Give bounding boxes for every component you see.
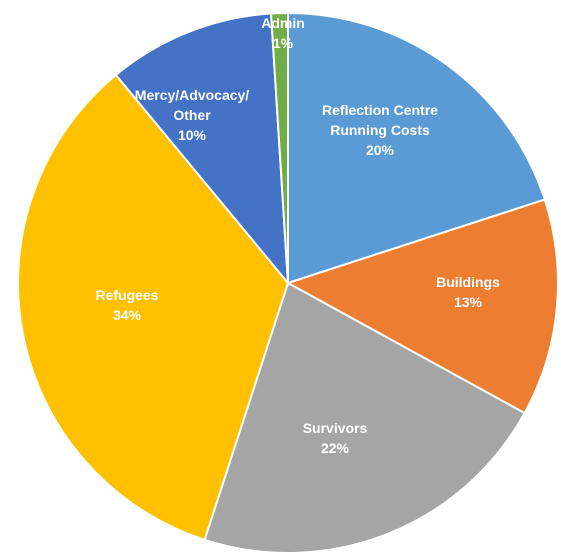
data-label-value: 34%: [113, 307, 142, 323]
data-label-category: Mercy/Advocacy/: [135, 87, 250, 103]
pie-slices: [17, 11, 559, 554]
data-label-category: Running Costs: [330, 122, 430, 138]
data-label-category: Admin: [261, 15, 305, 31]
data-label: Survivors 22%: [303, 420, 368, 456]
data-label-category: Reflection Centre: [322, 102, 438, 118]
data-label-value: 10%: [178, 127, 207, 143]
data-label-category: Buildings: [436, 274, 500, 290]
data-label-value: 13%: [454, 294, 483, 310]
pie-slice-survivors: [203, 281, 526, 554]
pie-slice-admin: [269, 11, 289, 284]
data-label: Reflection Centre Running Costs 20%: [322, 102, 438, 158]
data-label: Mercy/Advocacy/Other 10%: [135, 87, 250, 143]
pie-slice-buildings: [285, 198, 559, 415]
data-label-category: Survivors: [303, 420, 368, 436]
pie-slice-mercy-advocacy-other: [114, 12, 290, 287]
pie-slice-refugees: [17, 73, 290, 542]
data-label: Admin 1%: [261, 15, 305, 51]
data-label: Buildings 13%: [436, 274, 500, 310]
data-label-category: Refugees: [95, 287, 158, 303]
pie-data-labels: Reflection Centre Running Costs 20% Buildin…: [95, 15, 500, 456]
data-label-value: 22%: [321, 440, 350, 456]
data-label-value: 1%: [273, 35, 294, 51]
data-label-value: 20%: [366, 142, 395, 158]
data-label-category: Other: [173, 107, 211, 123]
pie-slice-reflection-centre-running-costs: [287, 11, 547, 285]
data-label: Refugees 34%: [95, 287, 158, 323]
